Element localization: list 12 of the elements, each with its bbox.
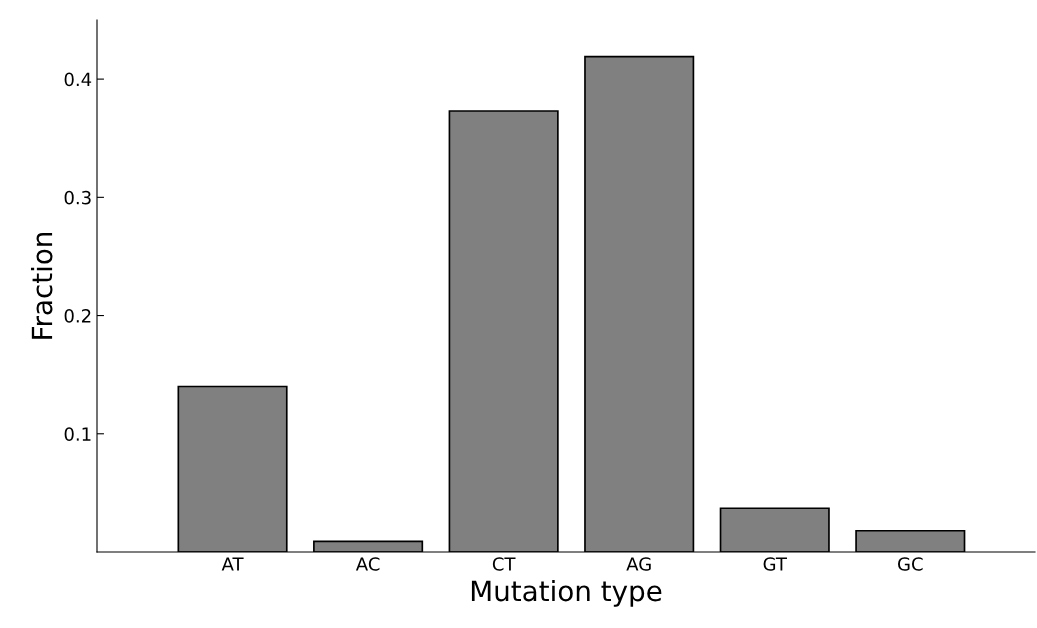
x-tick-label: AG: [626, 557, 651, 571]
y-tick-label: 0.1: [64, 427, 91, 441]
x-tick-label: AT: [221, 557, 244, 571]
x-axis-title: Mutation type: [471, 579, 662, 607]
x-tick-label: AC: [355, 557, 380, 571]
y-tick-label: 0.3: [64, 190, 91, 205]
x-tick-label: CT: [492, 557, 516, 571]
x-tick-label: GC: [898, 557, 923, 571]
y-tick-label: 0.4: [64, 72, 92, 87]
x-tick-label: GT: [763, 557, 787, 571]
y-tick-label: 0.2: [64, 309, 91, 323]
y-axis-title: Fraction: [30, 232, 53, 339]
